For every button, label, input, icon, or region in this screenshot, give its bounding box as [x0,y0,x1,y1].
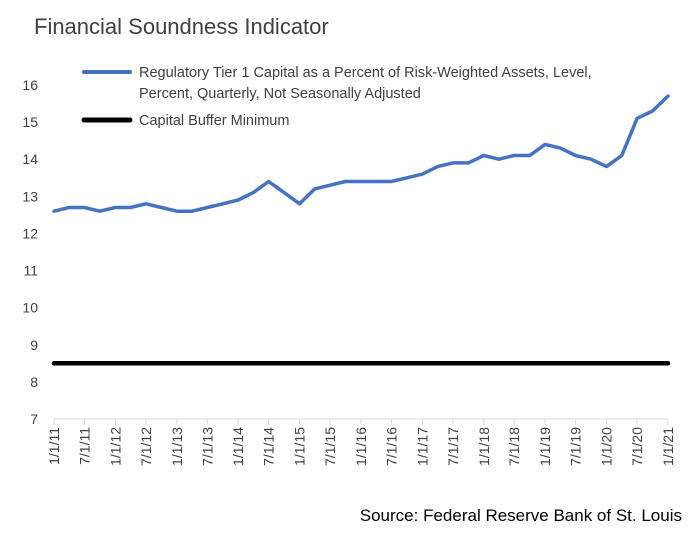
source-note: Source: Federal Reserve Bank of St. Loui… [359,506,682,525]
chart-title: Financial Soundness Indicator [34,14,329,39]
y-tick-label: 16 [22,77,38,93]
x-tick-label: 1/1/14 [230,427,246,466]
legend-label: Percent, Quarterly, Not Seasonally Adjus… [139,86,421,102]
x-tick-label: 7/1/12 [138,427,154,466]
x-tick-label: 1/1/19 [537,427,553,466]
series-line-tier1-capital [52,94,670,213]
x-tick-label: 1/1/15 [292,427,308,466]
x-tick-label: 7/1/19 [568,427,584,466]
y-tick-label: 10 [22,300,38,316]
x-tick-label: 7/1/16 [384,427,400,466]
x-tick-label: 7/1/18 [506,427,522,466]
y-tick-label: 8 [30,374,38,390]
x-tick-label: 1/1/13 [169,427,185,466]
x-tick-label: 7/1/13 [199,427,215,466]
y-tick-label: 14 [22,151,38,167]
y-axis: 7 8 9 10 11 12 13 14 15 16 [22,77,38,427]
x-axis: 1/1/11 7/1/11 1/1/12 7/1/12 1/1/13 7/1/13 1/1/… [46,418,676,466]
x-tick-label: 1/1/11 [46,427,62,465]
x-tick-label: 1/1/18 [476,427,492,466]
x-tick-label: 7/1/17 [445,427,461,466]
x-tick-label: 1/1/17 [414,427,430,466]
x-tick-label: 1/1/21 [660,427,676,466]
y-tick-label: 15 [22,114,38,130]
x-tick-label: 7/1/14 [261,427,277,466]
legend: Regulatory Tier 1 Capital as a Percent o… [81,65,592,129]
x-tick-label: 7/1/20 [629,427,645,466]
y-tick-label: 11 [23,263,38,279]
y-tick-label: 7 [30,411,38,427]
series-group [51,94,671,366]
y-tick-label: 9 [30,337,38,353]
y-tick-label: 12 [22,225,38,241]
y-tick-label: 13 [22,188,38,204]
legend-label: Regulatory Tier 1 Capital as a Percent o… [139,65,592,81]
x-tick-label: 1/1/16 [353,427,369,466]
x-tick-label: 1/1/12 [107,427,123,466]
x-tick-label: 7/1/15 [322,427,338,466]
legend-label: Capital Buffer Minimum [139,113,289,129]
x-tick-label: 1/1/20 [598,427,614,466]
x-tick-label: 7/1/11 [76,427,92,465]
